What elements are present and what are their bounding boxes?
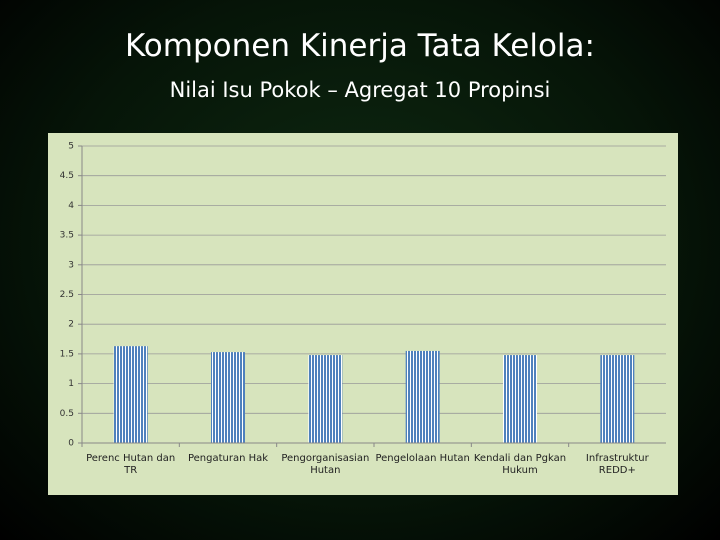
y-tick-label: 2 xyxy=(68,320,74,330)
bar xyxy=(211,352,245,443)
bar xyxy=(503,355,537,443)
y-tick-label: 0 xyxy=(68,439,74,449)
y-tick-label: 3.5 xyxy=(60,231,74,241)
y-tick-label: 3 xyxy=(68,260,74,270)
chart-panel: 0 0.5 1 1.5 2 2.5 3 3.5 4 4.5 5 Perenc Hutan dan T… xyxy=(48,133,678,495)
x-tick-label: Pengorganisasian Hutan xyxy=(281,453,370,476)
y-tick-label: 2.5 xyxy=(60,290,74,300)
bar xyxy=(308,355,343,443)
x-tick-label: Pengaturan Hak xyxy=(187,453,269,464)
slide-title: Komponen Kinerja Tata Kelola: xyxy=(125,28,595,64)
slide-subtitle: Nilai Isu Pokok – Agregat 10 Propinsi xyxy=(169,78,551,102)
y-tick-label: 0.5 xyxy=(60,409,74,419)
x-tick-label: Pengelolaan Hutan xyxy=(375,453,470,464)
y-tick-label: 1 xyxy=(68,379,74,389)
y-tick-label: 4 xyxy=(68,201,74,211)
x-tick-label: Infrastruktur REDD+ xyxy=(585,453,649,476)
bar xyxy=(405,350,440,443)
y-tick-label: 5 xyxy=(68,142,74,152)
x-tick-label: Kendali dan Pgkan Hukum xyxy=(473,453,567,476)
x-tick-label: Perenc Hutan dan TR xyxy=(86,453,176,476)
y-tick-label: 4.5 xyxy=(60,171,74,181)
bar xyxy=(113,346,148,443)
chart: 0 0.5 1 1.5 2 2.5 3 3.5 4 4.5 5 xyxy=(60,142,666,449)
bar xyxy=(600,355,635,443)
y-tick-label: 1.5 xyxy=(60,349,74,359)
